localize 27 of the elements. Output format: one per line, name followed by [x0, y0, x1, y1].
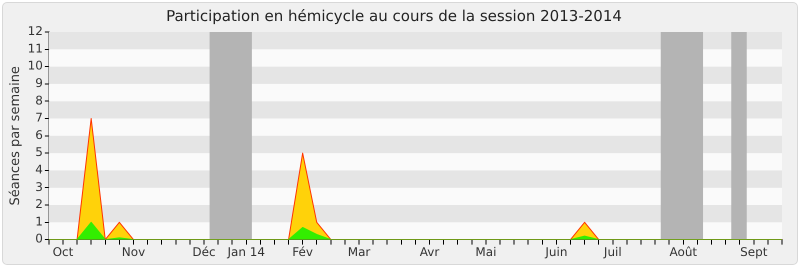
- y-tick-label: 0: [35, 232, 43, 246]
- x-tick-label: Oct: [52, 244, 74, 259]
- x-tick-label: Juil: [602, 244, 622, 259]
- y-tick-label: 7: [35, 110, 43, 125]
- x-tick-label: Avr: [420, 244, 440, 259]
- x-tick-label: Déc: [192, 244, 216, 259]
- y-tick-label: 2: [35, 197, 43, 212]
- y-tick-label: 1: [35, 214, 43, 228]
- y-axis-title: Séances par semaine: [8, 66, 24, 206]
- y-tick-label: 12: [28, 24, 43, 38]
- x-tick-label: Mar: [348, 244, 370, 259]
- y-tick-label: 4: [35, 162, 43, 177]
- x-tick-label: Nov: [122, 244, 146, 259]
- y-tick-label: 11: [28, 41, 43, 56]
- y-tick-label: 5: [35, 145, 43, 160]
- x-tick-label: Sept: [740, 244, 768, 259]
- x-tick-label: Fév: [292, 244, 314, 259]
- x-tick-label: Juin: [544, 244, 568, 259]
- y-tick-label: 8: [35, 93, 43, 108]
- y-tick-label: 6: [35, 128, 43, 142]
- y-tick-label: 9: [35, 76, 43, 90]
- x-tick-label: Août: [669, 244, 698, 259]
- y-tick-label: 3: [35, 180, 43, 194]
- x-tick-label: Mai: [475, 244, 496, 259]
- y-tick-label: 10: [28, 58, 43, 73]
- x-tick-label: Jan 14: [226, 244, 266, 259]
- chart-title: Participation en hémicycle au cours de la session 2013-2014: [166, 6, 622, 25]
